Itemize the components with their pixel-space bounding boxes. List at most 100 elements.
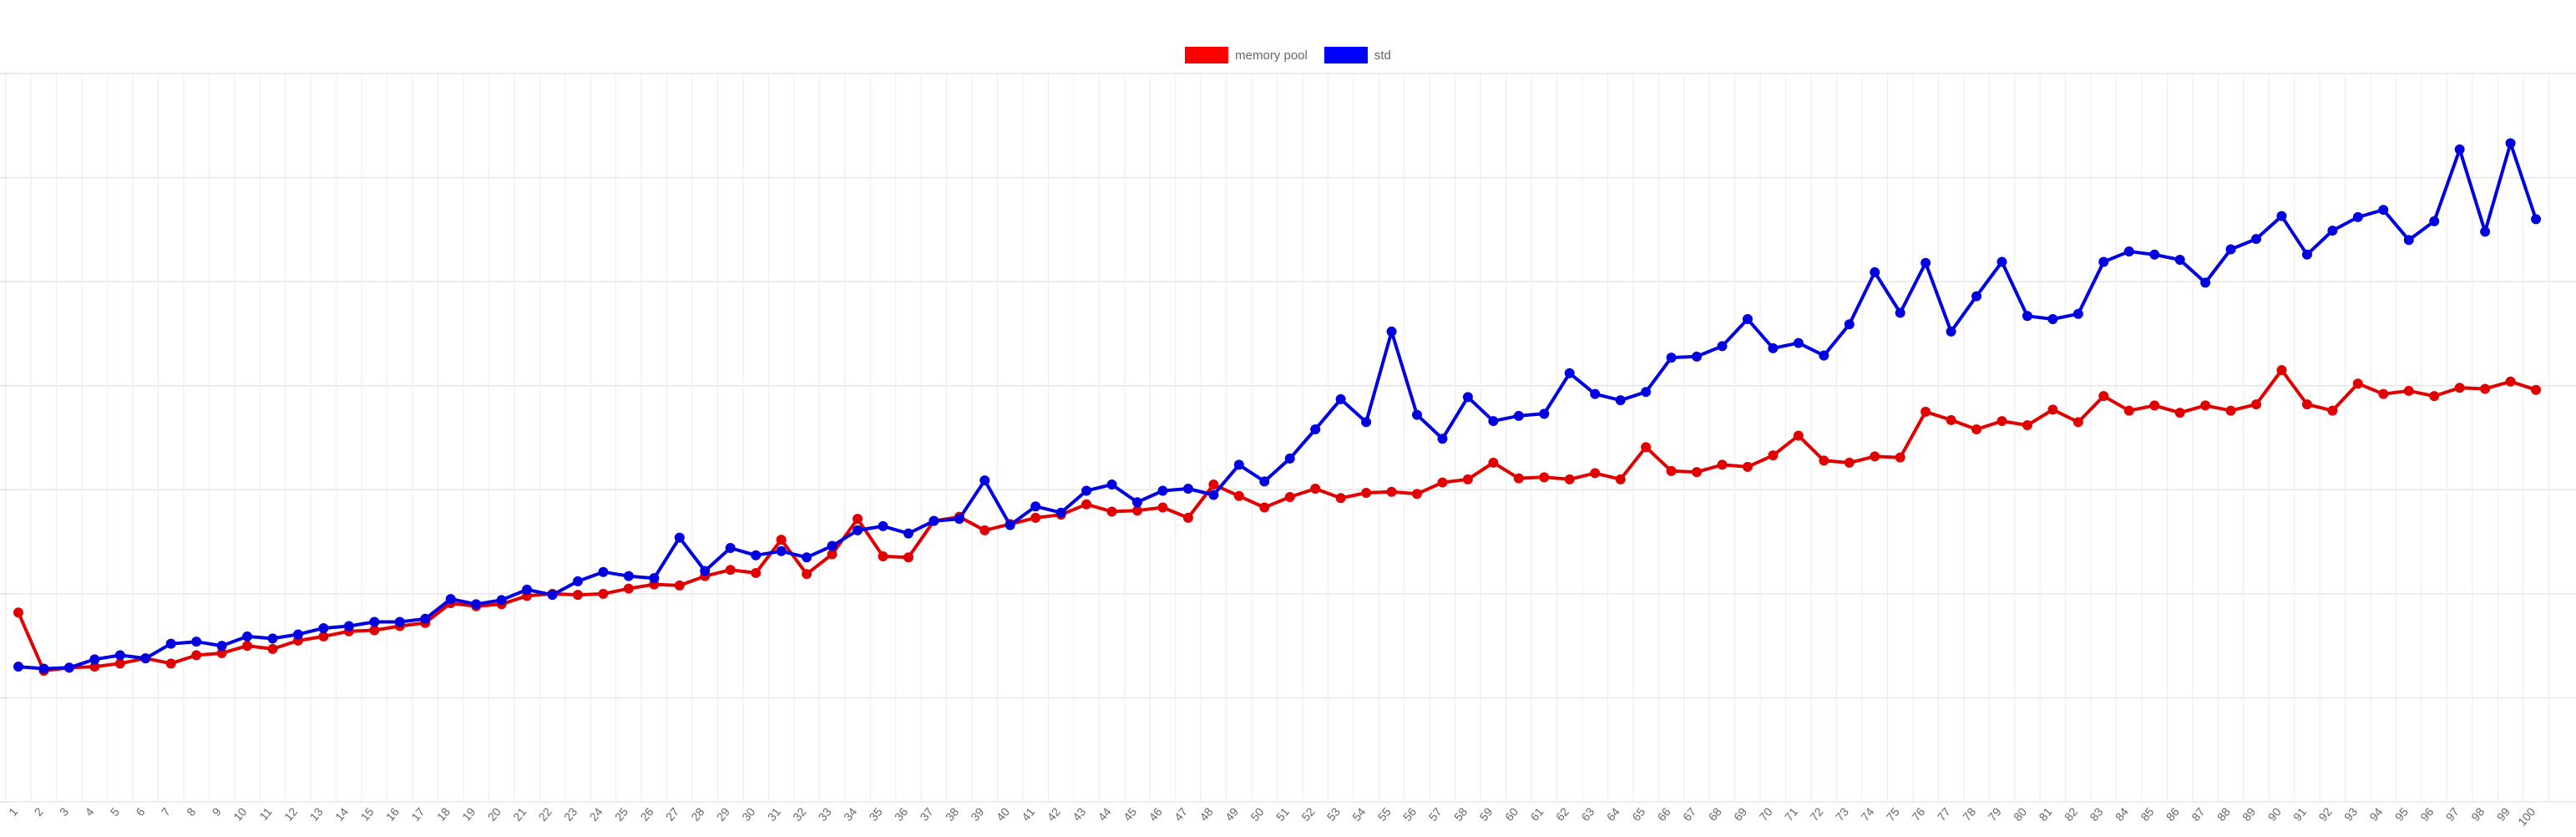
legend-label-std: std xyxy=(1374,48,1391,63)
data-point xyxy=(2454,144,2465,155)
data-point xyxy=(751,550,762,561)
data-point xyxy=(2403,235,2414,246)
data-point xyxy=(369,616,380,627)
data-point xyxy=(2378,388,2389,399)
x-tick-label: 22 xyxy=(536,804,554,823)
x-tick-label: 34 xyxy=(841,804,859,823)
x-tick-label: 94 xyxy=(2366,804,2385,823)
x-tick-label: 40 xyxy=(994,804,1012,823)
series-line xyxy=(17,141,2538,671)
data-point xyxy=(2301,249,2312,260)
data-point xyxy=(1488,457,1499,468)
data-point xyxy=(1946,326,1956,337)
data-point xyxy=(1539,472,1550,483)
series-std xyxy=(13,138,2542,674)
x-tick-label: 68 xyxy=(1706,804,1724,823)
data-point xyxy=(979,525,990,535)
data-point xyxy=(573,590,584,601)
data-point xyxy=(2352,211,2363,222)
data-point xyxy=(547,590,558,601)
data-point xyxy=(2225,405,2236,416)
data-point xyxy=(242,631,253,642)
x-tick-label: 4 xyxy=(82,804,96,818)
data-point xyxy=(2149,400,2160,411)
data-point xyxy=(2098,256,2109,267)
x-tick-label: 57 xyxy=(1426,804,1445,823)
data-point xyxy=(1081,485,1092,496)
data-point xyxy=(853,514,863,525)
data-point xyxy=(1208,479,1219,490)
data-point xyxy=(1717,341,1728,352)
data-point xyxy=(1132,505,1143,516)
data-point xyxy=(1666,465,1677,476)
x-tick-label: 86 xyxy=(2164,804,2182,823)
legend-item-memory-pool[interactable]: memory pool xyxy=(1185,47,1308,63)
data-point xyxy=(725,543,736,554)
data-point xyxy=(1870,451,1880,462)
x-tick-label: 75 xyxy=(1884,804,1902,823)
x-tick-label: 29 xyxy=(714,804,732,823)
data-point xyxy=(1081,499,1092,510)
data-point xyxy=(1233,459,1244,470)
x-tick-labels: 1 2 3 4 5 6 7 8 9 10 11 12 13 14 15 16 17 18 19 20 21 22 23 24 2… xyxy=(6,804,2538,828)
data-point xyxy=(191,650,202,661)
data-point xyxy=(1386,326,1397,337)
data-point xyxy=(2022,311,2032,322)
data-point xyxy=(1895,452,1905,463)
data-point xyxy=(2251,399,2262,410)
x-tick-label: 48 xyxy=(1197,804,1215,823)
data-point xyxy=(2531,384,2542,395)
legend-item-std[interactable]: std xyxy=(1323,47,1391,63)
data-point xyxy=(573,576,584,586)
x-tick-label: 14 xyxy=(332,804,351,823)
x-tick-label: 85 xyxy=(2138,804,2156,823)
x-tick-label: 88 xyxy=(2214,804,2233,823)
x-tick-label: 70 xyxy=(1756,804,1774,823)
data-point xyxy=(1437,434,1448,444)
data-point xyxy=(1132,497,1143,508)
data-point xyxy=(1971,424,1982,435)
data-point xyxy=(2047,313,2058,324)
data-point xyxy=(1590,388,1601,399)
data-point xyxy=(1284,492,1295,503)
data-point xyxy=(1895,307,1905,318)
data-point xyxy=(2098,391,2109,402)
x-tick-label: 61 xyxy=(1527,804,1546,823)
x-tick-label: 32 xyxy=(790,804,808,823)
x-tick-label: 76 xyxy=(1909,804,1927,823)
x-tick-label: 8 xyxy=(184,804,198,818)
data-point xyxy=(674,580,685,591)
data-point xyxy=(2174,408,2185,418)
x-tick-label: 81 xyxy=(2036,804,2054,823)
data-point xyxy=(1462,392,1473,403)
data-point xyxy=(1793,337,1804,348)
data-point xyxy=(2149,249,2160,260)
data-point xyxy=(216,641,227,652)
x-tick-label: 9 xyxy=(210,804,224,818)
data-point xyxy=(2200,277,2211,288)
x-tick-label: 78 xyxy=(1960,804,1978,823)
data-point xyxy=(1768,450,1779,461)
data-point xyxy=(903,552,913,563)
data-point xyxy=(725,565,736,576)
x-tick-label: 73 xyxy=(1833,804,1851,823)
data-point xyxy=(2505,138,2516,149)
data-point xyxy=(2403,385,2414,396)
x-tick-label: 2 xyxy=(31,804,45,818)
data-point xyxy=(2454,383,2465,393)
x-tick-label: 93 xyxy=(2341,804,2360,823)
data-point xyxy=(1259,502,1270,513)
x-tick-label: 99 xyxy=(2494,804,2513,823)
data-point xyxy=(2251,234,2262,245)
x-tick-label: 10 xyxy=(230,804,249,823)
data-point xyxy=(2480,383,2491,394)
data-point xyxy=(2022,420,2032,431)
data-point xyxy=(1641,387,1652,398)
x-tick-label: 97 xyxy=(2443,804,2462,823)
data-point xyxy=(1157,502,1168,513)
data-point xyxy=(318,622,329,633)
data-point xyxy=(522,584,533,595)
data-point xyxy=(827,540,838,551)
x-tick-label: 19 xyxy=(459,804,478,823)
